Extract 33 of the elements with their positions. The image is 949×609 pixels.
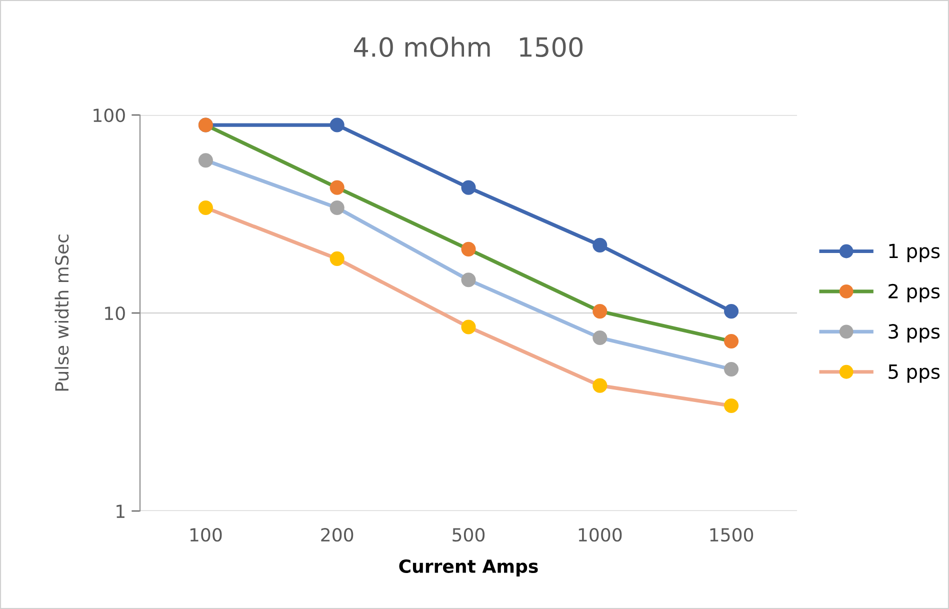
point [330, 118, 344, 132]
point [461, 320, 476, 334]
x-tick-label: 1500 [710, 528, 754, 542]
point [592, 330, 608, 346]
legend-label: 3 pps [888, 324, 940, 343]
point [461, 272, 476, 288]
point [592, 238, 608, 252]
y-axis-title: Pulse width mSec [54, 234, 69, 391]
point [330, 180, 344, 195]
point [330, 200, 344, 216]
point [724, 362, 739, 377]
chart-title: 4.0 mOhm 1500 [354, 36, 583, 58]
point [198, 200, 213, 216]
y-tick-label: 100 [94, 108, 125, 122]
point [724, 304, 739, 319]
point [198, 153, 213, 168]
point [724, 398, 739, 414]
point [592, 304, 608, 319]
x-tick-label: 100 [190, 528, 222, 542]
point [330, 251, 344, 266]
point [461, 242, 476, 256]
legend-label: 2 pps [888, 284, 940, 302]
x-tick-label: 500 [452, 528, 485, 542]
legend-label: 1 pps [889, 244, 940, 262]
y-tick-label: 10 [105, 306, 125, 320]
y-tick-label: 1 [116, 504, 124, 518]
legend-label: 5 pps [888, 364, 940, 383]
x-axis-title: Current Amps [399, 559, 538, 577]
point [592, 378, 608, 393]
point [461, 180, 476, 195]
x-tick-label: 1000 [578, 528, 622, 542]
point [724, 334, 739, 349]
x-tick-label: 200 [321, 528, 354, 542]
